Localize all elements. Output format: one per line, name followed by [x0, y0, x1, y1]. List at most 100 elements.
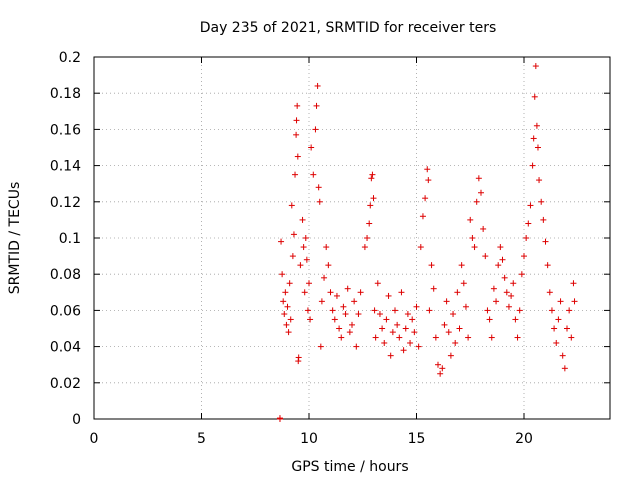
data-point: [465, 334, 472, 341]
data-point: [297, 262, 304, 269]
data-point: [321, 274, 328, 281]
data-point: [510, 280, 517, 287]
data-point: [387, 352, 394, 359]
data-point: [450, 311, 457, 318]
data-point: [369, 171, 376, 178]
data-point: [282, 289, 289, 296]
x-axis-label: GPS time / hours: [291, 459, 408, 475]
data-point: [443, 298, 450, 305]
data-point: [441, 321, 448, 328]
data-point: [385, 292, 392, 299]
data-point: [294, 153, 301, 160]
data-point: [364, 235, 371, 241]
data-point: [284, 303, 291, 310]
data-point: [484, 307, 491, 314]
data-point: [551, 325, 558, 332]
data-point: [424, 166, 431, 173]
data-point: [437, 370, 444, 377]
data-point: [315, 184, 322, 191]
x-tick-label: 15: [408, 431, 426, 447]
y-tick-label: 0.18: [50, 86, 81, 102]
data-point: [544, 262, 551, 269]
data-point: [331, 316, 338, 323]
data-point: [307, 316, 314, 323]
data-point: [340, 303, 347, 310]
y-tick-label: 0: [72, 412, 81, 428]
axes: 0 0.02 0.04 0.06 0.08 0.1 0.12 0.14 0.16 0.18 0.2 0…: [50, 50, 611, 447]
data-point: [292, 171, 299, 178]
data-point: [533, 122, 540, 129]
data-point: [318, 298, 325, 305]
data-point: [383, 316, 390, 323]
data-point: [570, 280, 577, 287]
data-point: [338, 334, 345, 341]
data-point: [559, 352, 566, 359]
data-point: [478, 189, 484, 196]
data-point: [361, 244, 368, 251]
x-tick-label: 0: [90, 431, 99, 447]
data-point: [278, 238, 285, 245]
data-point: [299, 216, 306, 223]
y-tick-label: 0.02: [50, 376, 81, 392]
data-point: [366, 220, 373, 227]
data-point: [497, 244, 504, 251]
data-point: [329, 307, 336, 314]
data-point: [381, 339, 388, 346]
data-point: [435, 361, 441, 368]
data-point: [518, 271, 525, 278]
data-point: [482, 253, 489, 260]
x-tick-label: 20: [515, 431, 533, 447]
data-point: [529, 162, 536, 169]
data-point: [286, 280, 293, 287]
data-point: [279, 271, 286, 278]
data-point: [493, 298, 500, 305]
data-point: [432, 334, 439, 341]
data-point: [490, 285, 497, 292]
data-point: [417, 244, 424, 251]
data-point: [336, 325, 343, 332]
data-point: [458, 262, 465, 269]
data-point: [349, 321, 355, 328]
data-point: [523, 235, 530, 241]
data-point: [460, 280, 467, 287]
data-point: [525, 220, 532, 227]
data-point: [301, 289, 308, 296]
data-point: [527, 202, 534, 209]
data-point: [568, 334, 575, 341]
data-point: [293, 131, 300, 138]
data-point: [516, 307, 523, 314]
data-point: [532, 63, 539, 70]
data-point: [428, 262, 435, 269]
data-point: [555, 316, 562, 323]
data-point: [462, 303, 469, 310]
data-point: [426, 307, 433, 314]
data-point: [521, 253, 527, 260]
data-point: [445, 329, 452, 336]
data-point: [392, 307, 398, 314]
data-point: [452, 339, 459, 346]
data-point: [394, 321, 401, 328]
data-point: [571, 298, 578, 305]
x-tick-label: 10: [300, 431, 318, 447]
data-point: [447, 352, 454, 359]
y-tick-label: 0.12: [50, 195, 81, 211]
data-point: [310, 171, 317, 178]
data-point: [290, 231, 297, 238]
data-point: [422, 195, 429, 202]
data-point: [316, 198, 323, 205]
data-point: [300, 244, 307, 251]
data-point: [501, 274, 508, 281]
y-tick-label: 0.04: [50, 340, 81, 356]
data-point: [467, 216, 474, 223]
data-point: [557, 298, 564, 305]
data-point: [473, 198, 480, 205]
data-point: [293, 117, 300, 124]
data-point: [486, 316, 493, 323]
data-point: [561, 365, 568, 372]
data-point: [289, 253, 296, 260]
data-point: [400, 347, 407, 354]
data-point: [351, 298, 358, 305]
data-point: [536, 177, 543, 184]
data-point: [308, 144, 315, 151]
data-point: [553, 339, 560, 346]
